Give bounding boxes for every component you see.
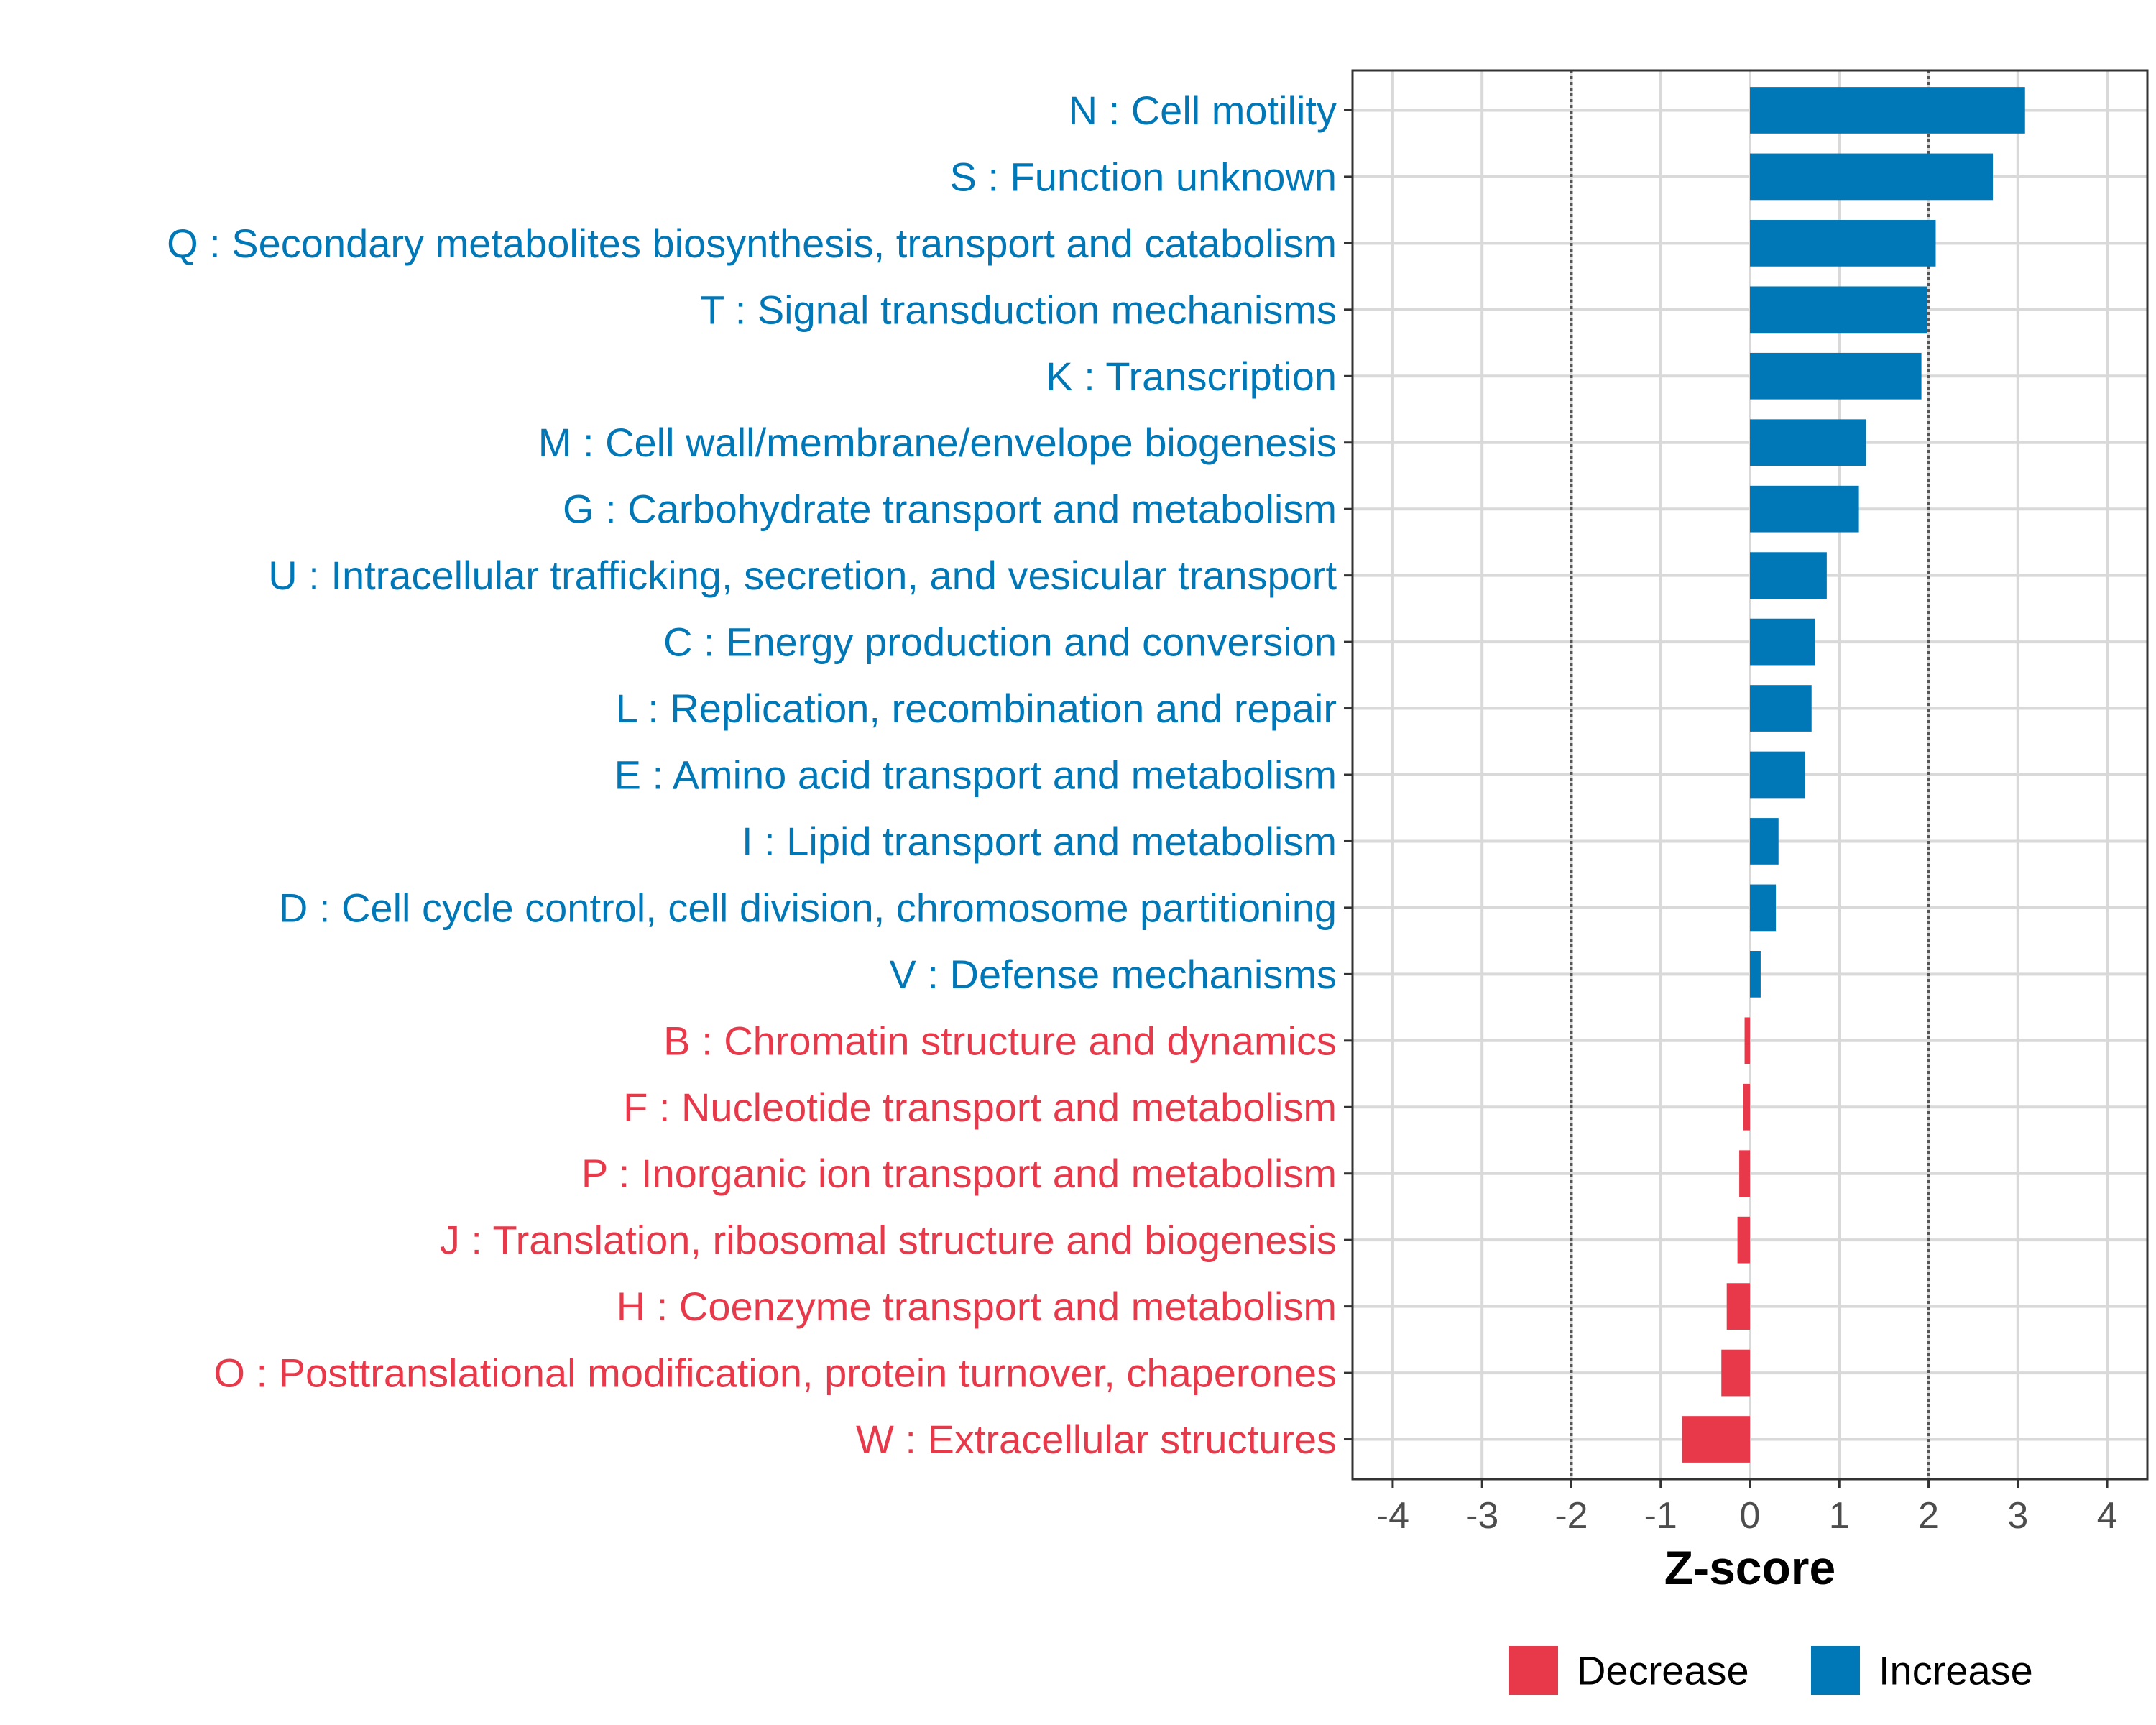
category-label: J : Translation, ribosomal structure and…: [440, 1218, 1337, 1263]
x-tick-label: -1: [1644, 1495, 1677, 1537]
x-tick-label: -4: [1376, 1495, 1409, 1537]
category-label: W : Extracellular structures: [856, 1417, 1337, 1462]
legend: Decrease Increase: [1509, 1646, 2033, 1695]
y-axis-ticks: [1344, 109, 1353, 1441]
bar-l: [1750, 685, 1812, 732]
bars: [1682, 87, 2025, 1463]
bar-s: [1750, 153, 1994, 201]
category-label: C : Energy production and conversion: [663, 620, 1337, 665]
x-tick-label: 4: [2097, 1495, 2118, 1537]
category-label: S : Function unknown: [949, 154, 1337, 199]
x-axis-ticks: -4 -3 -2 -1 0 1 2 3 4: [1376, 1479, 2118, 1537]
category-label: G : Carbohydrate transport and metabolis…: [563, 487, 1337, 532]
bar-i: [1750, 818, 1779, 865]
category-label: U : Intracellular trafficking, secretion…: [268, 553, 1337, 598]
bar-u: [1750, 552, 1827, 599]
category-label: F : Nucleotide transport and metabolism: [623, 1085, 1337, 1130]
bar-c: [1750, 618, 1815, 666]
bar-o: [1721, 1349, 1750, 1397]
x-tick-label: 1: [1829, 1495, 1850, 1537]
category-label: T : Signal transduction mechanisms: [700, 287, 1337, 332]
bar-m: [1750, 419, 1866, 466]
bar-w: [1682, 1416, 1750, 1463]
x-tick-label: 3: [2007, 1495, 2028, 1537]
legend-swatch-decrease: [1509, 1646, 1558, 1695]
category-label: D : Cell cycle control, cell division, c…: [279, 885, 1337, 930]
bar-e: [1750, 751, 1806, 799]
x-tick-label: 0: [1740, 1495, 1761, 1537]
legend-label-increase: Increase: [1879, 1648, 2033, 1693]
x-tick-label: -3: [1465, 1495, 1498, 1537]
bar-k: [1750, 352, 1922, 400]
bar-q: [1750, 220, 1936, 267]
category-label: V : Defense mechanisms: [890, 952, 1337, 997]
bar-n: [1750, 87, 2025, 134]
bar-h: [1726, 1283, 1750, 1330]
bar-j: [1737, 1216, 1750, 1264]
category-label: O : Posttranslational modification, prot…: [213, 1351, 1337, 1396]
bar-b: [1744, 1017, 1750, 1064]
bar-p: [1739, 1150, 1750, 1197]
bar-v: [1750, 951, 1761, 998]
threshold-lines: [1570, 70, 1930, 1479]
category-label: E : Amino acid transport and metabolism: [614, 753, 1337, 798]
category-label: H : Coenzyme transport and metabolism: [617, 1284, 1337, 1329]
bar-t: [1750, 286, 1927, 334]
x-axis-title: Z-score: [1664, 1541, 1835, 1594]
category-label: K : Transcription: [1046, 354, 1337, 399]
bar-g: [1750, 485, 1859, 533]
category-label: N : Cell motility: [1069, 88, 1337, 133]
bar-f: [1743, 1083, 1750, 1131]
legend-swatch-increase: [1811, 1646, 1860, 1695]
category-label: P : Inorganic ion transport and metaboli…: [581, 1151, 1337, 1196]
legend-label-decrease: Decrease: [1577, 1648, 1749, 1693]
bar-d: [1750, 884, 1777, 932]
category-label: M : Cell wall/membrane/envelope biogenes…: [538, 420, 1337, 465]
category-label: L : Replication, recombination and repai…: [616, 686, 1337, 731]
x-tick-label: -2: [1554, 1495, 1588, 1537]
category-labels: N : Cell motility S : Function unknown Q :…: [167, 88, 1337, 1462]
category-label: B : Chromatin structure and dynamics: [663, 1018, 1337, 1063]
category-label: Q : Secondary metabolites biosynthesis, …: [167, 221, 1337, 266]
category-label: I : Lipid transport and metabolism: [742, 819, 1337, 864]
x-tick-label: 2: [1918, 1495, 1939, 1537]
